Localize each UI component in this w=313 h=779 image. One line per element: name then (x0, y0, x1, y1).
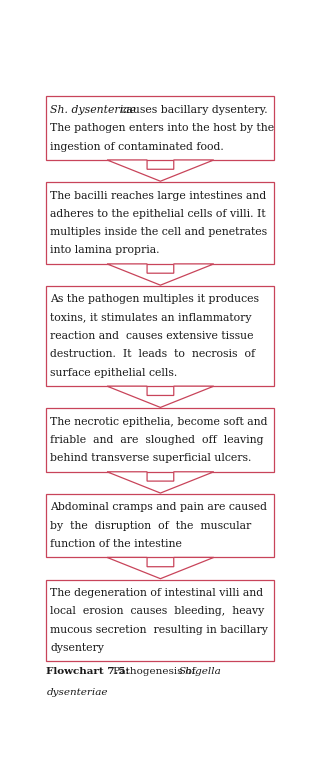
Text: function of the intestine: function of the intestine (50, 539, 182, 549)
Polygon shape (107, 472, 214, 493)
Text: The bacilli reaches large intestines and: The bacilli reaches large intestines and (50, 191, 266, 200)
Text: ingestion of contaminated food.: ingestion of contaminated food. (50, 142, 224, 152)
Bar (46, 97, 275, 160)
Text: Shigella: Shigella (179, 668, 222, 676)
Bar (46, 286, 275, 386)
Text: The pathogen enters into the host by the: The pathogen enters into the host by the (50, 123, 274, 133)
Text: The necrotic epithelia, become soft and: The necrotic epithelia, become soft and (50, 417, 268, 427)
Text: behind transverse superficial ulcers.: behind transverse superficial ulcers. (50, 453, 251, 464)
Text: Flowchart 7.5:: Flowchart 7.5: (46, 668, 130, 676)
Text: into lamina propria.: into lamina propria. (50, 245, 160, 256)
Text: friable  and  are  sloughed  off  leaving: friable and are sloughed off leaving (50, 435, 264, 445)
Text: The degeneration of intestinal villi and: The degeneration of intestinal villi and (50, 588, 263, 598)
Text: toxins, it stimulates an inflammatory: toxins, it stimulates an inflammatory (50, 313, 252, 323)
Polygon shape (107, 386, 214, 407)
Bar (46, 182, 275, 264)
Text: surface epithelial cells.: surface epithelial cells. (50, 368, 177, 378)
Polygon shape (107, 558, 214, 579)
Text: dysenteriae: dysenteriae (46, 688, 108, 696)
Text: As the pathogen multiples it produces: As the pathogen multiples it produces (50, 294, 259, 305)
Text: mucous secretion  resulting in bacillary: mucous secretion resulting in bacillary (50, 625, 268, 635)
Text: destruction.  It  leads  to  necrosis  of: destruction. It leads to necrosis of (50, 350, 255, 359)
Text: multiples inside the cell and penetrates: multiples inside the cell and penetrates (50, 227, 267, 237)
Polygon shape (107, 160, 214, 182)
Text: causes bacillary dysentery.: causes bacillary dysentery. (117, 105, 267, 115)
Bar (46, 494, 275, 558)
Text: by  the  disruption  of  the  muscular: by the disruption of the muscular (50, 520, 251, 530)
Text: reaction and  causes extensive tissue: reaction and causes extensive tissue (50, 331, 254, 341)
Text: local  erosion  causes  bleeding,  heavy: local erosion causes bleeding, heavy (50, 606, 264, 616)
Bar (46, 408, 275, 472)
Polygon shape (107, 264, 214, 285)
Bar (46, 580, 275, 661)
Text: Abdominal cramps and pain are caused: Abdominal cramps and pain are caused (50, 502, 267, 513)
Text: Pathogenesis of: Pathogenesis of (111, 668, 199, 676)
Text: Sh. dysenteriae: Sh. dysenteriae (50, 105, 136, 115)
Text: dysentery: dysentery (50, 643, 104, 653)
Text: adheres to the epithelial cells of villi. It: adheres to the epithelial cells of villi… (50, 209, 266, 219)
